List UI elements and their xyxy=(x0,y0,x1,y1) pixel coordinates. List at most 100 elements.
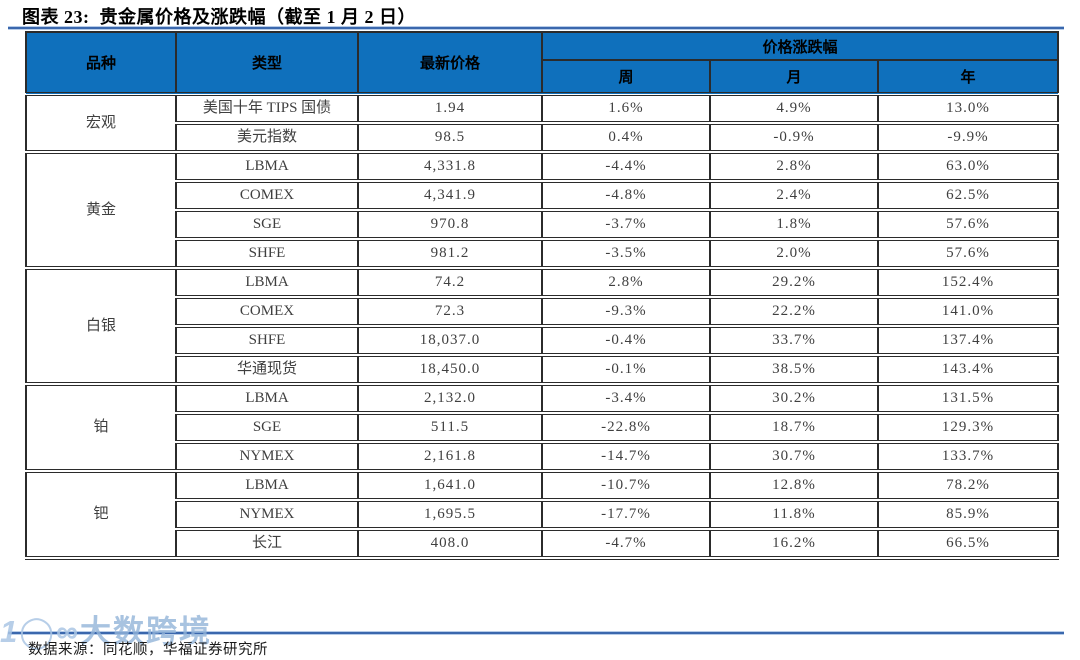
title-divider-rule xyxy=(8,27,1064,29)
table-row: NYMEX 1,695.5 -17.7% 11.8% 85.9% xyxy=(26,498,1059,531)
month-change-cell: 18.7% xyxy=(709,411,879,444)
type-cell: SGE xyxy=(175,411,359,444)
month-change-cell: 12.8% xyxy=(709,469,879,502)
price-cell: 511.5 xyxy=(357,411,543,444)
price-cell: 970.8 xyxy=(357,208,543,241)
col-header-week: 周 xyxy=(541,59,711,95)
col-header-latest-price: 最新价格 xyxy=(357,31,543,95)
type-cell: 华通现货 xyxy=(175,353,359,386)
price-cell: 408.0 xyxy=(357,527,543,560)
year-change-cell: 57.6% xyxy=(877,208,1059,241)
variety-cell: 铂 xyxy=(25,382,177,473)
variety-cell: 黄金 xyxy=(25,150,177,270)
table-row: 美元指数 98.5 0.4% -0.9% -9.9% xyxy=(26,121,1059,154)
precious-metals-table: 品种 类型 最新价格 价格涨跌幅 周 月 年 宏观 美国十年 TIPS 国债 1… xyxy=(25,31,1059,560)
month-change-cell: 2.4% xyxy=(709,179,879,212)
price-cell: 1,641.0 xyxy=(357,469,543,502)
price-cell: 981.2 xyxy=(357,237,543,270)
type-cell: LBMA xyxy=(175,382,359,415)
col-header-variety: 品种 xyxy=(25,31,177,95)
figure-title: 图表 23: 贵金属价格及涨跌幅（截至 1 月 2 日） xyxy=(22,7,416,27)
variety-cell: 钯 xyxy=(25,469,177,560)
week-change-cell: -22.8% xyxy=(541,411,711,444)
month-change-cell: 33.7% xyxy=(709,324,879,357)
col-header-change-group: 价格涨跌幅 xyxy=(541,31,1059,61)
table-row: SGE 970.8 -3.7% 1.8% 57.6% xyxy=(26,208,1059,241)
month-change-cell: 4.9% xyxy=(709,92,879,125)
type-cell: COMEX xyxy=(175,295,359,328)
week-change-cell: -4.4% xyxy=(541,150,711,183)
week-change-cell: 0.4% xyxy=(541,121,711,154)
col-header-year: 年 xyxy=(877,59,1059,95)
table-row: SHFE 18,037.0 -0.4% 33.7% 137.4% xyxy=(26,324,1059,357)
week-change-cell: -10.7% xyxy=(541,469,711,502)
price-cell: 2,132.0 xyxy=(357,382,543,415)
month-change-cell: 11.8% xyxy=(709,498,879,531)
table-row: 长江 408.0 -4.7% 16.2% 66.5% xyxy=(26,527,1059,560)
price-cell: 72.3 xyxy=(357,295,543,328)
type-cell: SHFE xyxy=(175,324,359,357)
year-change-cell: 57.6% xyxy=(877,237,1059,270)
col-header-type: 类型 xyxy=(175,31,359,95)
year-change-cell: 129.3% xyxy=(877,411,1059,444)
month-change-cell: 30.7% xyxy=(709,440,879,473)
table-row: 华通现货 18,450.0 -0.1% 38.5% 143.4% xyxy=(26,353,1059,386)
year-change-cell: 62.5% xyxy=(877,179,1059,212)
price-cell: 1.94 xyxy=(357,92,543,125)
header-row-2: 周 月 年 xyxy=(26,59,1059,95)
week-change-cell: -3.5% xyxy=(541,237,711,270)
month-change-cell: 30.2% xyxy=(709,382,879,415)
year-change-cell: 66.5% xyxy=(877,527,1059,560)
year-change-cell: 13.0% xyxy=(877,92,1059,125)
month-change-cell: 16.2% xyxy=(709,527,879,560)
data-source-note: 数据来源：同花顺，华福证券研究所 xyxy=(28,642,268,658)
month-change-cell: 2.0% xyxy=(709,237,879,270)
week-change-cell: -0.4% xyxy=(541,324,711,357)
price-cell: 4,341.9 xyxy=(357,179,543,212)
year-change-cell: 63.0% xyxy=(877,150,1059,183)
week-change-cell: -14.7% xyxy=(541,440,711,473)
type-cell: 长江 xyxy=(175,527,359,560)
table-row: 黄金 LBMA 4,331.8 -4.4% 2.8% 63.0% xyxy=(25,150,1059,270)
table-row: COMEX 72.3 -9.3% 22.2% 141.0% xyxy=(26,295,1059,328)
year-change-cell: 143.4% xyxy=(877,353,1059,386)
price-cell: 1,695.5 xyxy=(357,498,543,531)
year-change-cell: 131.5% xyxy=(877,382,1059,415)
price-cell: 4,331.8 xyxy=(357,150,543,183)
type-cell: 美国十年 TIPS 国债 xyxy=(175,92,359,125)
table-row: SHFE 981.2 -3.5% 2.0% 57.6% xyxy=(26,237,1059,270)
type-cell: COMEX xyxy=(175,179,359,212)
table-row: 宏观 美国十年 TIPS 国债 1.94 1.6% 4.9% 13.0% xyxy=(25,92,1059,154)
week-change-cell: -4.8% xyxy=(541,179,711,212)
year-change-cell: 78.2% xyxy=(877,469,1059,502)
footer-divider-rule xyxy=(8,632,1064,634)
month-change-cell: 29.2% xyxy=(709,266,879,299)
week-change-cell: -3.4% xyxy=(541,382,711,415)
type-cell: 美元指数 xyxy=(175,121,359,154)
type-cell: LBMA xyxy=(175,469,359,502)
month-change-cell: 1.8% xyxy=(709,208,879,241)
table-row: 白银 LBMA 74.2 2.8% 29.2% 152.4% xyxy=(25,266,1059,386)
table-row: 钯 LBMA 1,641.0 -10.7% 12.8% 78.2% xyxy=(25,469,1059,560)
price-cell: 74.2 xyxy=(357,266,543,299)
year-change-cell: 141.0% xyxy=(877,295,1059,328)
week-change-cell: 1.6% xyxy=(541,92,711,125)
type-cell: LBMA xyxy=(175,266,359,299)
week-change-cell: 2.8% xyxy=(541,266,711,299)
type-cell: SHFE xyxy=(175,237,359,270)
month-change-cell: 38.5% xyxy=(709,353,879,386)
price-cell: 2,161.8 xyxy=(357,440,543,473)
week-change-cell: -17.7% xyxy=(541,498,711,531)
week-change-cell: -9.3% xyxy=(541,295,711,328)
type-cell: SGE xyxy=(175,208,359,241)
month-change-cell: -0.9% xyxy=(709,121,879,154)
variety-cell: 宏观 xyxy=(25,92,177,154)
month-change-cell: 2.8% xyxy=(709,150,879,183)
price-cell: 18,450.0 xyxy=(357,353,543,386)
year-change-cell: 133.7% xyxy=(877,440,1059,473)
variety-cell: 白银 xyxy=(25,266,177,386)
year-change-cell: 85.9% xyxy=(877,498,1059,531)
header-row-1: 品种 类型 最新价格 价格涨跌幅 xyxy=(25,31,1059,95)
type-cell: LBMA xyxy=(175,150,359,183)
